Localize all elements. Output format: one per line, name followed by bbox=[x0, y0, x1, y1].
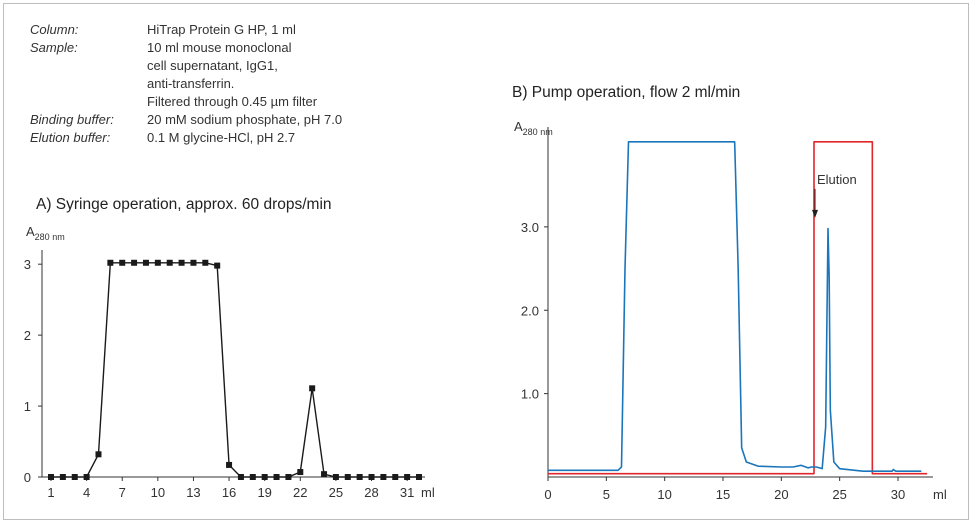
chart-a-series-line bbox=[51, 262, 419, 478]
chart-a-data-point bbox=[71, 474, 78, 480]
info-key: Binding buffer: bbox=[30, 112, 114, 127]
chart-a-data-point bbox=[261, 474, 268, 480]
chart-a-data-point bbox=[380, 474, 387, 480]
chart-a-x-label: ml bbox=[421, 485, 435, 500]
info-key: Elution buffer: bbox=[30, 130, 111, 145]
chart-a-data-point bbox=[166, 259, 173, 266]
chart-a-x-tick-label: 7 bbox=[119, 485, 126, 500]
chart-a-data-point bbox=[297, 469, 304, 476]
info-value: Filtered through 0.45 µm filter bbox=[147, 94, 318, 109]
chart-a-data-point bbox=[59, 474, 66, 480]
chart-a-data-point bbox=[285, 474, 292, 480]
chart-b: 0 5 10 15 20 25 30 1.0 2.0 3.0 ml A280 nm Elution bbox=[514, 119, 947, 502]
chart-a-data-point bbox=[119, 259, 126, 266]
info-value: HiTrap Protein G HP, 1 ml bbox=[147, 22, 296, 37]
chart-a-x-tick-label: 31 bbox=[400, 485, 414, 500]
chart-a-x-tick-label: 13 bbox=[186, 485, 200, 500]
chart-b-y-tick-label: 1.0 bbox=[521, 387, 539, 402]
chart-a: 1 4 7 10 13 16 19 22 25 28 31 0 1 2 3 ml A280 nm bbox=[24, 224, 435, 500]
chart-b-elution-gradient-line bbox=[548, 141, 928, 475]
chart-b-annotation-arrowhead bbox=[812, 209, 818, 218]
chart-a-data-point bbox=[214, 262, 221, 269]
chart-a-data-point bbox=[332, 474, 339, 480]
chart-b-x-label: ml bbox=[933, 487, 947, 502]
chart-a-data-point bbox=[83, 474, 90, 480]
chart-a-data-point bbox=[344, 474, 351, 480]
chart-a-data-point bbox=[190, 259, 197, 266]
chart-a-data-point bbox=[202, 259, 209, 266]
chart-b-x-tick-label: 20 bbox=[774, 487, 788, 502]
chart-a-x-tick-label: 1 bbox=[47, 485, 54, 500]
chart-b-x-tick-label: 15 bbox=[716, 487, 730, 502]
chart-a-data-point bbox=[404, 474, 411, 480]
chart-a-data-point bbox=[309, 385, 316, 392]
chart-a-data-point bbox=[237, 474, 244, 480]
figure-frame bbox=[3, 3, 969, 520]
info-value: 0.1 M glycine-HCl, pH 2.7 bbox=[147, 130, 296, 145]
chart-a-data-point bbox=[154, 259, 161, 266]
chart-a-x-tick-label: 10 bbox=[151, 485, 165, 500]
chart-a-x-tick-label: 22 bbox=[293, 485, 307, 500]
info-value: cell supernatant, IgG1, bbox=[147, 58, 278, 73]
chart-a-title: A) Syringe operation, approx. 60 drops/m… bbox=[36, 196, 332, 213]
chart-b-annotation-label: Elution bbox=[817, 172, 857, 187]
info-key: Sample: bbox=[30, 40, 78, 55]
chart-a-x-tick-label: 16 bbox=[222, 485, 236, 500]
chart-a-y-label: A280 nm bbox=[26, 224, 65, 242]
chart-a-x-tick-label: 19 bbox=[257, 485, 271, 500]
chart-a-data-point bbox=[273, 474, 280, 480]
chart-b-x-tick-label: 5 bbox=[603, 487, 610, 502]
chart-a-y-tick-label: 2 bbox=[24, 328, 31, 343]
chart-b-y-tick-label: 3.0 bbox=[521, 220, 539, 235]
chart-a-x-tick-label: 28 bbox=[364, 485, 378, 500]
chart-a-data-point bbox=[356, 474, 363, 480]
chart-a-data-point bbox=[107, 259, 114, 266]
chart-b-x-tick-label: 0 bbox=[544, 487, 551, 502]
chart-a-data-point bbox=[368, 474, 375, 480]
chart-a-data-point bbox=[48, 474, 54, 480]
chart-b-x-tick-label: 10 bbox=[657, 487, 671, 502]
chart-a-data-point bbox=[95, 451, 102, 458]
chart-b-title: B) Pump operation, flow 2 ml/min bbox=[512, 84, 741, 101]
chart-a-y-tick-label: 0 bbox=[24, 470, 31, 485]
chart-a-data-point bbox=[416, 474, 422, 480]
chart-a-data-point bbox=[392, 474, 399, 480]
chart-b-x-tick-label: 30 bbox=[891, 487, 905, 502]
chart-b-absorbance-line bbox=[548, 141, 922, 472]
chart-a-data-point bbox=[178, 259, 185, 266]
chart-a-y-tick-label: 3 bbox=[24, 257, 31, 272]
chart-a-data-point bbox=[142, 259, 149, 266]
chart-a-data-point bbox=[226, 461, 233, 468]
chart-a-x-tick-label: 25 bbox=[329, 485, 343, 500]
chart-a-data-point bbox=[131, 259, 138, 266]
chart-b-y-label: A280 nm bbox=[514, 119, 553, 137]
chart-a-data-point bbox=[249, 474, 256, 480]
info-key: Column: bbox=[30, 22, 79, 37]
chart-a-data-point bbox=[321, 471, 328, 478]
chart-a-y-label-sub: 280 nm bbox=[35, 232, 65, 242]
info-value: 10 ml mouse monoclonal bbox=[147, 40, 292, 55]
chart-a-x-tick-label: 4 bbox=[83, 485, 90, 500]
chart-a-y-tick-label: 1 bbox=[24, 399, 31, 414]
info-value: 20 mM sodium phosphate, pH 7.0 bbox=[147, 112, 343, 127]
info-value: anti-transferrin. bbox=[147, 76, 235, 91]
chart-b-y-label-sub: 280 nm bbox=[523, 127, 553, 137]
chart-b-y-tick-label: 2.0 bbox=[521, 303, 539, 318]
chart-b-x-tick-label: 25 bbox=[832, 487, 846, 502]
